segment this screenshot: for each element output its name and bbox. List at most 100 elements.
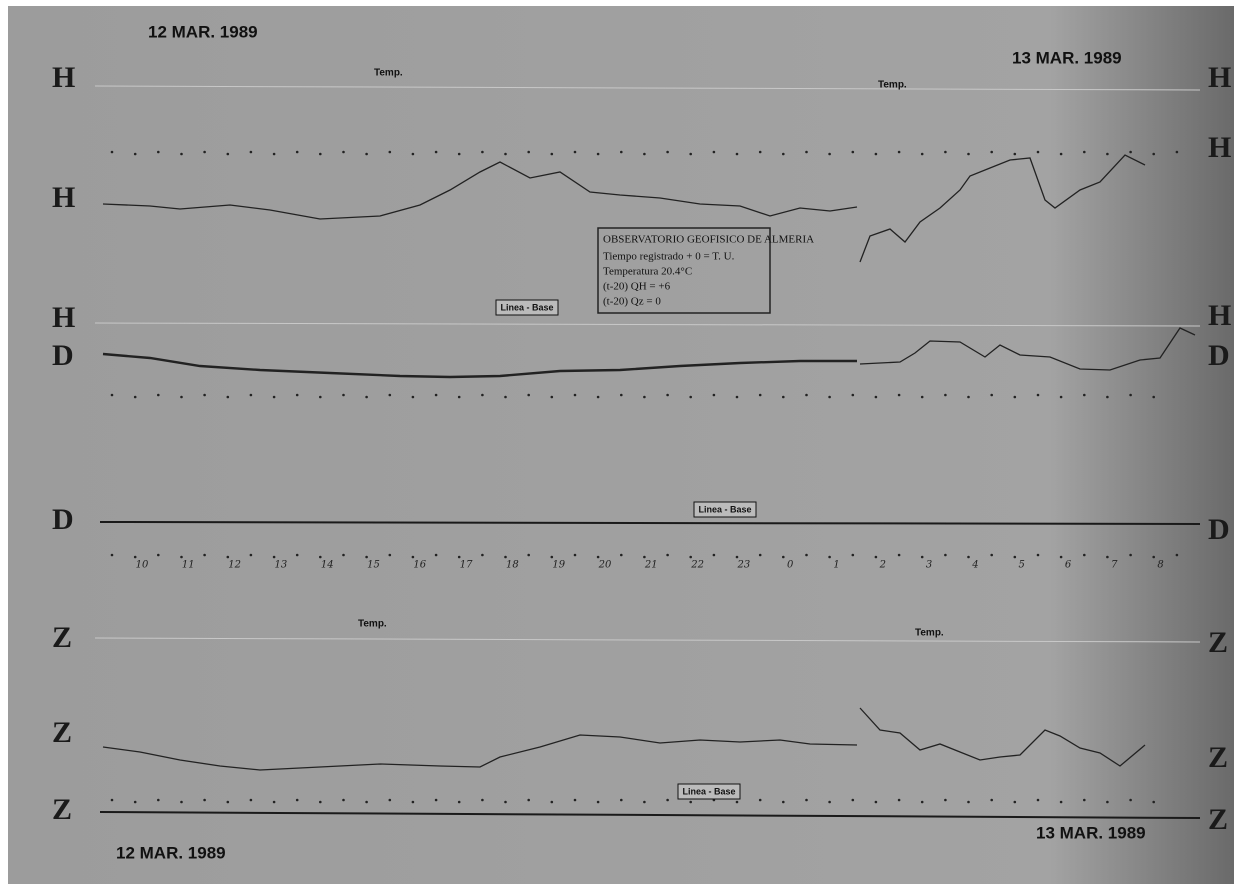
time-dot <box>481 393 484 397</box>
time-dot <box>666 553 669 557</box>
hour-label: 19 <box>552 560 565 571</box>
time-dot <box>596 555 600 559</box>
time-dot <box>1059 395 1063 399</box>
channel-label: H <box>1208 61 1231 94</box>
time-dot <box>573 798 577 802</box>
time-dot <box>967 800 970 804</box>
hour-label: 1 <box>833 560 839 571</box>
time-dot <box>1083 553 1086 557</box>
temp-stamp: Temp. <box>915 628 944 639</box>
baseline-stamp: Linea - Base Linea - Base Linea - Base <box>495 299 757 800</box>
time-dot <box>944 798 947 802</box>
time-dot <box>1129 553 1132 557</box>
time-dot <box>157 553 160 557</box>
stamp-line: (t-20) Qz = 0 <box>603 296 661 308</box>
hour-label: 14 <box>321 560 334 571</box>
time-dot <box>735 800 739 804</box>
time-dot <box>897 553 901 557</box>
hour-label: 18 <box>506 560 519 571</box>
hour-label: 16 <box>413 560 426 571</box>
time-dot <box>365 395 368 399</box>
hour-label: 7 <box>1111 560 1118 571</box>
hour-label: 0 <box>787 560 794 571</box>
observatory-stamp: OBSERVATORIO GEOFISICO DE ALMERIA Tiempo… <box>597 227 814 314</box>
time-dot <box>1106 152 1109 156</box>
temp-stamp: Temp. <box>358 619 387 630</box>
time-dot <box>1059 800 1063 804</box>
time-dot <box>782 800 785 804</box>
time-dot <box>1036 150 1040 154</box>
baseline-label: Linea - Base <box>682 786 735 796</box>
time-dot <box>203 150 206 154</box>
time-dot <box>1106 800 1109 804</box>
time-dot <box>226 395 230 399</box>
time-dot <box>481 553 484 557</box>
time-dot <box>573 393 577 397</box>
time-dot <box>1036 798 1040 802</box>
time-dot <box>1106 395 1109 399</box>
time-dot <box>527 150 530 154</box>
time-dot <box>157 150 160 154</box>
time-dot <box>1129 150 1132 154</box>
hour-label: 11 <box>182 560 195 571</box>
time-dot <box>596 800 600 804</box>
time-dot <box>226 555 230 559</box>
time-dot <box>203 798 206 802</box>
time-dot <box>828 152 831 156</box>
time-dot <box>295 150 299 154</box>
time-dot <box>504 555 507 559</box>
channel-label: H <box>52 181 75 214</box>
stamp-line: (t-20) QH = +6 <box>603 281 671 293</box>
hour-label: 12 <box>228 560 241 571</box>
time-dot <box>758 553 762 557</box>
reference-lines <box>94 85 1201 643</box>
time-dot <box>1036 553 1040 557</box>
hour-label: 22 <box>690 560 704 571</box>
time-dot <box>249 393 253 397</box>
time-dot <box>967 555 970 559</box>
time-dot <box>735 555 739 559</box>
time-dot <box>851 798 855 802</box>
date: 13 MAR. 1989 <box>1012 48 1122 67</box>
time-dot <box>226 152 230 156</box>
hour-label: 8 <box>1157 560 1163 571</box>
time-dot <box>1175 553 1179 557</box>
time-dot <box>805 393 808 397</box>
time-dot <box>527 553 530 557</box>
channel-label: Z <box>1208 803 1228 836</box>
time-dot <box>365 555 368 559</box>
time-dot <box>504 800 507 804</box>
time-dot <box>712 393 716 397</box>
hour-label: 5 <box>1019 560 1025 571</box>
time-dot <box>1013 800 1017 804</box>
time-dot <box>388 553 392 557</box>
time-dot <box>805 553 808 557</box>
time-dot <box>550 555 554 559</box>
time-dot <box>735 395 739 399</box>
time-dot <box>782 152 785 156</box>
time-dot <box>365 152 368 156</box>
time-dot <box>712 150 716 154</box>
time-dot <box>1083 393 1086 397</box>
time-dot <box>805 798 808 802</box>
channel-label: D <box>52 503 74 536</box>
time-dot <box>203 393 206 397</box>
time-dot <box>550 395 554 399</box>
time-dot <box>573 553 577 557</box>
time-dot <box>828 800 831 804</box>
hour-label: 13 <box>275 560 288 571</box>
time-dot <box>272 395 276 399</box>
time-dot <box>434 393 438 397</box>
time-dot <box>272 152 276 156</box>
channel-label: D <box>1208 513 1230 546</box>
date: 13 MAR. 1989 <box>1036 823 1146 842</box>
time-dot <box>133 555 137 559</box>
time-dot <box>388 798 392 802</box>
date: 12 MAR. 1989 <box>116 843 226 862</box>
time-dot <box>249 150 253 154</box>
time-dot <box>1129 393 1132 397</box>
time-dot <box>897 393 901 397</box>
hour-label: 6 <box>1065 560 1072 571</box>
